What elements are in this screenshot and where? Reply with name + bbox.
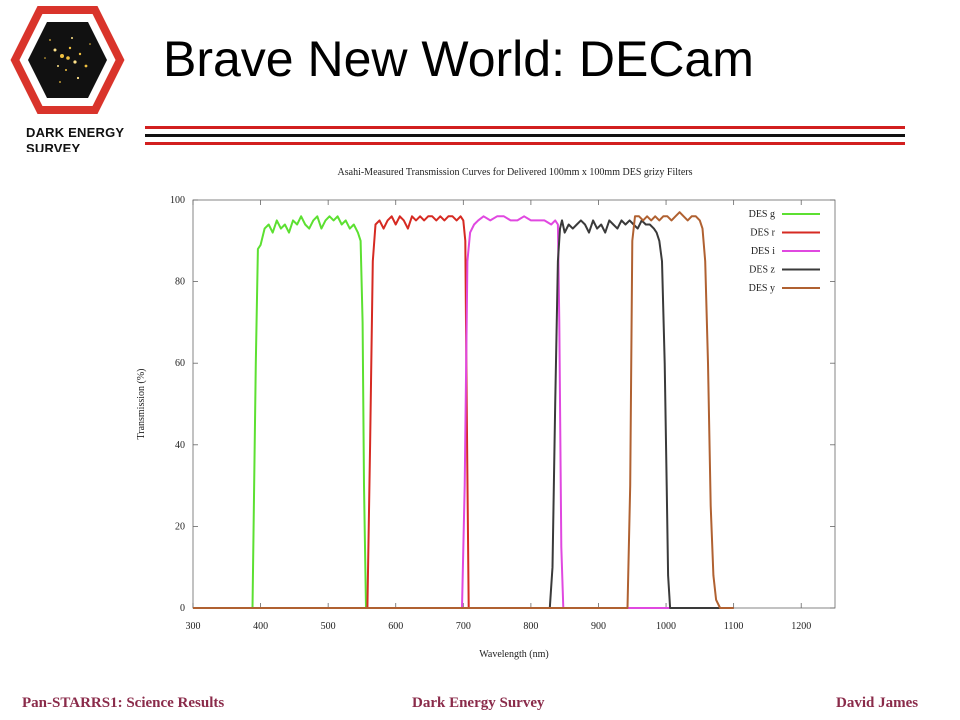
x-tick-label: 1000 [656,621,676,632]
x-axis-label: Wavelength (nm) [479,649,548,660]
legend-label: DES y [749,283,775,294]
hexagon-galaxy-icon [10,6,125,114]
title-rule-black [145,134,905,137]
legend-label: DES i [751,246,775,257]
y-tick-label: 60 [175,358,185,369]
legend-label: DES g [749,209,775,220]
logo-text-line1: DARK ENERGY [26,125,125,140]
star-dot [73,60,77,64]
footer-center: Dark Energy Survey [412,695,545,711]
x-tick-label: 800 [523,621,538,632]
star-dot [44,57,46,59]
series-line-des-g [193,215,734,609]
legend-label: DES r [750,228,775,239]
star-dot [76,76,80,80]
y-tick-label: 20 [175,521,185,532]
y-tick-label: 100 [170,195,185,206]
star-dot [66,56,70,60]
star-dot [65,69,67,71]
star-dot [59,81,61,83]
star-dot [89,43,91,45]
x-tick-label: 1100 [724,621,744,632]
title-rule-red-top [145,126,905,129]
series-line-des-r [193,215,734,609]
star-dot [53,48,57,52]
y-axis-label: Transmission (%) [136,368,147,439]
series-line-des-z [193,219,734,609]
star-dot [84,64,88,68]
x-tick-label: 1200 [791,621,811,632]
series-line-des-i [193,215,734,609]
dark-energy-survey-logo: DARK ENERGY SURVEY [0,0,145,160]
star-dot [57,65,59,67]
slide-title: Brave New World: DECam [163,31,754,87]
star-dot [68,46,72,50]
transmission-chart: Asahi-Measured Transmission Curves for D… [136,167,836,660]
y-tick-label: 80 [175,277,185,288]
title-rule-red-bottom [145,142,905,145]
plot-frame [192,199,836,609]
y-tick-label: 0 [180,603,185,614]
x-tick-label: 400 [253,621,268,632]
x-tick-label: 300 [186,621,201,632]
star-dot [49,39,51,41]
x-tick-label: 600 [388,621,403,632]
y-tick-label: 40 [175,440,185,451]
x-tick-label: 500 [321,621,336,632]
x-tick-label: 700 [456,621,471,632]
star-dot [78,52,82,56]
footer-right: David James [836,695,919,711]
x-tick-label: 900 [591,621,606,632]
chart-title: Asahi-Measured Transmission Curves for D… [338,167,693,178]
star-dot [71,37,73,39]
star-dot [60,54,64,58]
footer-left: Pan-STARRS1: Science Results [22,695,225,711]
logo-text-line2: SURVEY [26,141,81,152]
legend-label: DES z [749,265,775,276]
series-line-des-y [193,211,734,609]
